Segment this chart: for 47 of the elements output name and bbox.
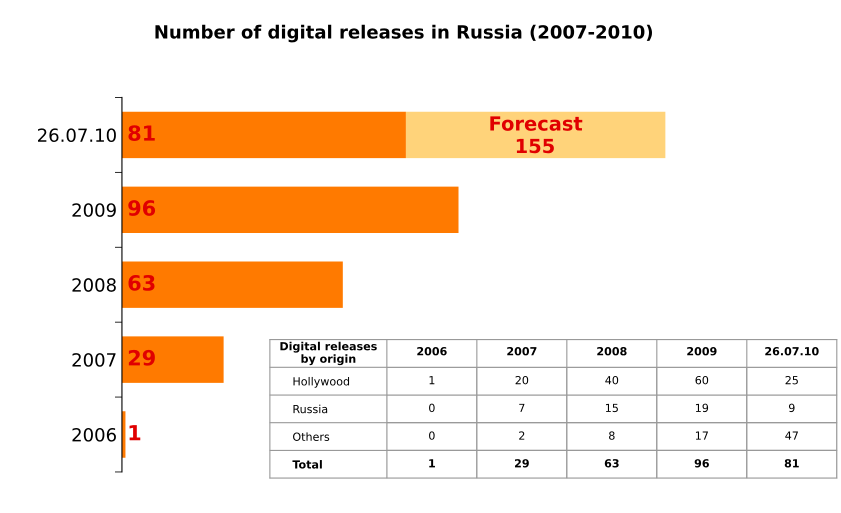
data-label: 29	[128, 350, 155, 366]
series-label: Forecast	[490, 116, 582, 131]
data-label: 96	[128, 200, 156, 216]
x-tick-label: 2008	[597, 347, 627, 356]
data-label: 2	[519, 431, 524, 440]
data-label: 20	[516, 376, 528, 384]
data-label: 1	[429, 459, 435, 468]
y-tick-label: 26.07.10	[38, 128, 116, 142]
total-label: 155	[516, 138, 554, 154]
bar	[406, 112, 666, 158]
bar	[122, 261, 343, 308]
data-label: 7	[519, 404, 524, 412]
data-label: 19	[696, 404, 708, 412]
data-label: 9	[788, 404, 795, 412]
data-label: 63	[128, 275, 155, 291]
chart-title: Number of digital releases in Russia (2007-2010)	[155, 24, 652, 42]
y-tick-label: 2009	[72, 203, 116, 217]
data-label: 47	[785, 432, 798, 440]
y-tick-label: Total	[292, 460, 322, 469]
data-label: 8	[609, 431, 615, 440]
data-label: 15	[606, 404, 618, 412]
bar	[122, 186, 459, 234]
y-axis-title: Digital releases by origin	[280, 342, 377, 366]
x-tick-label: 2007	[507, 347, 536, 356]
bar	[122, 336, 224, 383]
x-tick-label: 2009	[687, 347, 717, 356]
y-tick-label: 2006	[72, 428, 116, 442]
data-label: 81	[128, 125, 155, 141]
data-label: 0	[429, 431, 435, 440]
data-label: 1	[430, 376, 434, 384]
data-label: 17	[696, 432, 708, 440]
data-label: 40	[605, 376, 618, 384]
y-tick-label: 2008	[72, 278, 116, 292]
data-label: 1	[130, 425, 140, 440]
y-tick-label: Russia	[294, 404, 328, 414]
x-tick-label: 2006	[417, 347, 447, 356]
y-tick-label: Hollywood	[294, 376, 350, 388]
data-label: 96	[694, 459, 709, 468]
data-label: 60	[696, 376, 708, 384]
y-tick-label: Others	[293, 432, 330, 441]
data-label: 25	[786, 376, 798, 384]
x-tick-label: 26.07.10	[765, 347, 819, 356]
data-label: 0	[429, 404, 435, 412]
data-label: 81	[784, 459, 799, 468]
data-label: 63	[604, 459, 619, 468]
bar	[122, 112, 406, 158]
data-label: 29	[514, 459, 529, 468]
